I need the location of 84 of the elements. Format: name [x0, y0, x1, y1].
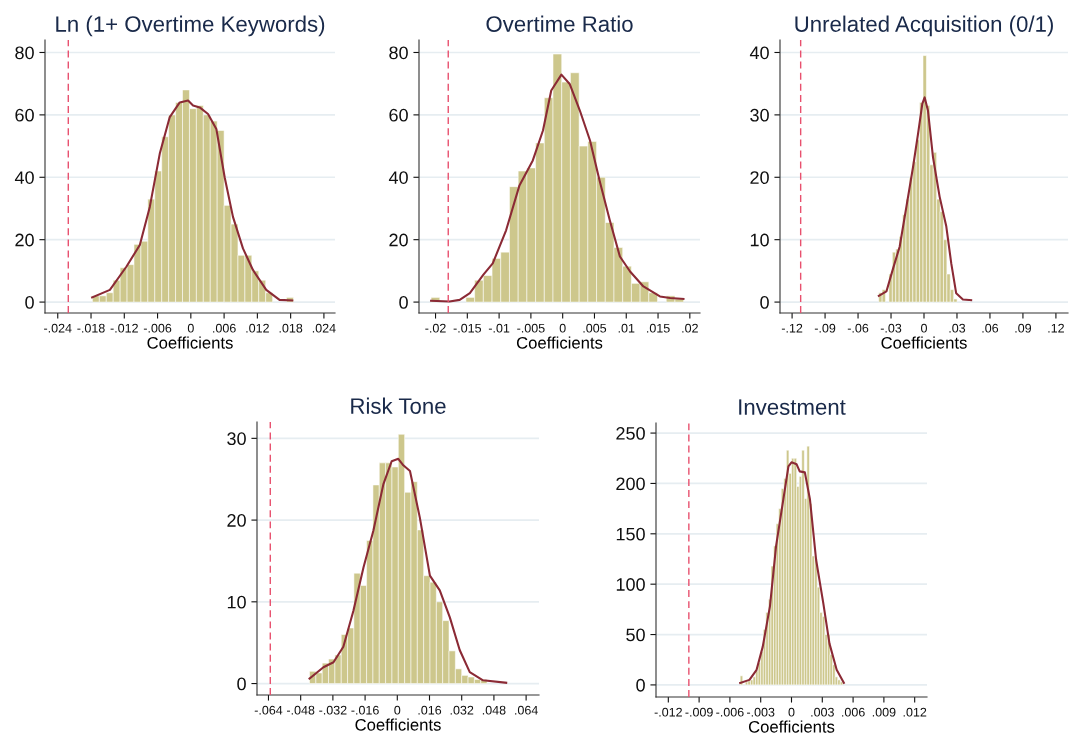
x-tick-label: -.009 — [685, 707, 713, 717]
x-tick-label: -.048 — [286, 705, 315, 715]
x-tick-label: -.12 — [781, 323, 803, 333]
line-series — [877, 96, 973, 302]
x-tick-label: .064 — [515, 705, 538, 715]
x-tick-label: .005 — [583, 323, 607, 333]
x-tick-label: .009 — [872, 707, 896, 717]
x-tick-label: .03 — [949, 323, 966, 333]
chart-title: Ln (1+ Overtime Keywords) — [56, 15, 325, 37]
x-axis-title: Coefficients — [516, 336, 603, 349]
y-tick-label: 20 — [227, 514, 246, 527]
x-tick-label: .018 — [279, 323, 303, 333]
y-tick-label: 30 — [750, 108, 769, 122]
y-tick-label: 10 — [750, 233, 769, 247]
x-tick-label: .01 — [618, 323, 635, 333]
x-tick-label: .06 — [982, 323, 999, 333]
x-tick-label: .032 — [450, 705, 474, 715]
x-tick-label: -.064 — [254, 705, 283, 715]
line-series — [308, 457, 508, 684]
x-tick-label: .003 — [811, 707, 834, 717]
x-tick-label: -.005 — [517, 323, 545, 333]
y-tick-label: 60 — [389, 108, 408, 122]
x-tick-label: -.016 — [351, 705, 379, 715]
x-tick-label: .015 — [647, 323, 670, 333]
x-axis-title: Coefficients — [147, 336, 233, 349]
y-tick-label: 80 — [15, 46, 34, 60]
x-tick-label: .012 — [903, 707, 927, 717]
y-tick-label: 0 — [25, 296, 34, 309]
x-tick-label: -.06 — [847, 323, 869, 333]
x-tick-label: 0 — [788, 707, 795, 717]
chart-title: Risk Tone — [351, 397, 446, 414]
line-series — [739, 461, 845, 684]
x-axis-title: Coefficients — [355, 718, 441, 731]
y-tick-label: 30 — [227, 432, 246, 446]
x-tick-label: .012 — [246, 323, 269, 333]
y-tick-label: 10 — [227, 595, 246, 609]
y-tick-label: 20 — [389, 233, 408, 247]
y-tick-label: 0 — [636, 678, 645, 692]
x-tick-label: .02 — [682, 323, 698, 333]
x-tick-label: -.024 — [44, 323, 72, 333]
x-tick-label: 0 — [921, 323, 927, 333]
x-tick-label: -.006 — [143, 323, 172, 333]
x-tick-label: 0 — [559, 323, 566, 333]
x-tick-label: .048 — [482, 705, 506, 715]
y-tick-label: 80 — [389, 46, 408, 60]
x-tick-label: -.006 — [716, 707, 744, 717]
y-tick-label: 20 — [750, 171, 769, 184]
y-tick-label: 0 — [760, 296, 769, 309]
line-series — [430, 73, 685, 303]
x-tick-label: 0 — [187, 323, 194, 333]
x-tick-label: -.03 — [880, 323, 902, 333]
x-tick-label: .006 — [842, 707, 865, 717]
y-tick-label: 60 — [15, 108, 34, 122]
x-tick-label: -.01 — [488, 323, 510, 333]
x-tick-label: -.015 — [453, 323, 482, 333]
y-tick-label: 100 — [616, 578, 645, 591]
x-tick-label: .006 — [213, 323, 236, 333]
y-tick-label: 20 — [15, 233, 34, 247]
y-tick-label: 50 — [626, 628, 645, 642]
x-tick-label: -.018 — [77, 323, 105, 333]
y-tick-label: 200 — [616, 477, 645, 491]
chart-title: Unrelated Acquisition (0/1) — [795, 15, 1053, 37]
y-tick-label: 40 — [14, 171, 34, 184]
chart-title: Overtime Ratio — [486, 15, 633, 32]
x-tick-label: .016 — [418, 705, 442, 715]
x-tick-label: -.02 — [425, 323, 446, 333]
y-tick-label: 250 — [616, 427, 645, 440]
x-axis-title: Coefficients — [748, 720, 835, 733]
x-tick-label: -.003 — [747, 707, 775, 717]
x-tick-label: -.012 — [654, 707, 682, 717]
y-tick-label: 40 — [749, 46, 769, 60]
line-series — [91, 99, 294, 302]
x-tick-label: -.032 — [319, 705, 347, 715]
x-tick-label: -.09 — [814, 323, 836, 333]
y-tick-label: 0 — [399, 296, 408, 309]
x-tick-label: -.012 — [110, 323, 138, 333]
x-tick-label: .09 — [1015, 323, 1032, 333]
y-tick-label: 0 — [237, 677, 246, 691]
y-tick-label: 40 — [388, 171, 408, 184]
chart-title: Investment — [739, 399, 846, 415]
x-tick-label: .024 — [312, 323, 336, 333]
x-axis-title: Coefficients — [881, 336, 967, 349]
x-tick-label: .12 — [1048, 323, 1064, 333]
y-tick-label: 150 — [616, 527, 645, 541]
